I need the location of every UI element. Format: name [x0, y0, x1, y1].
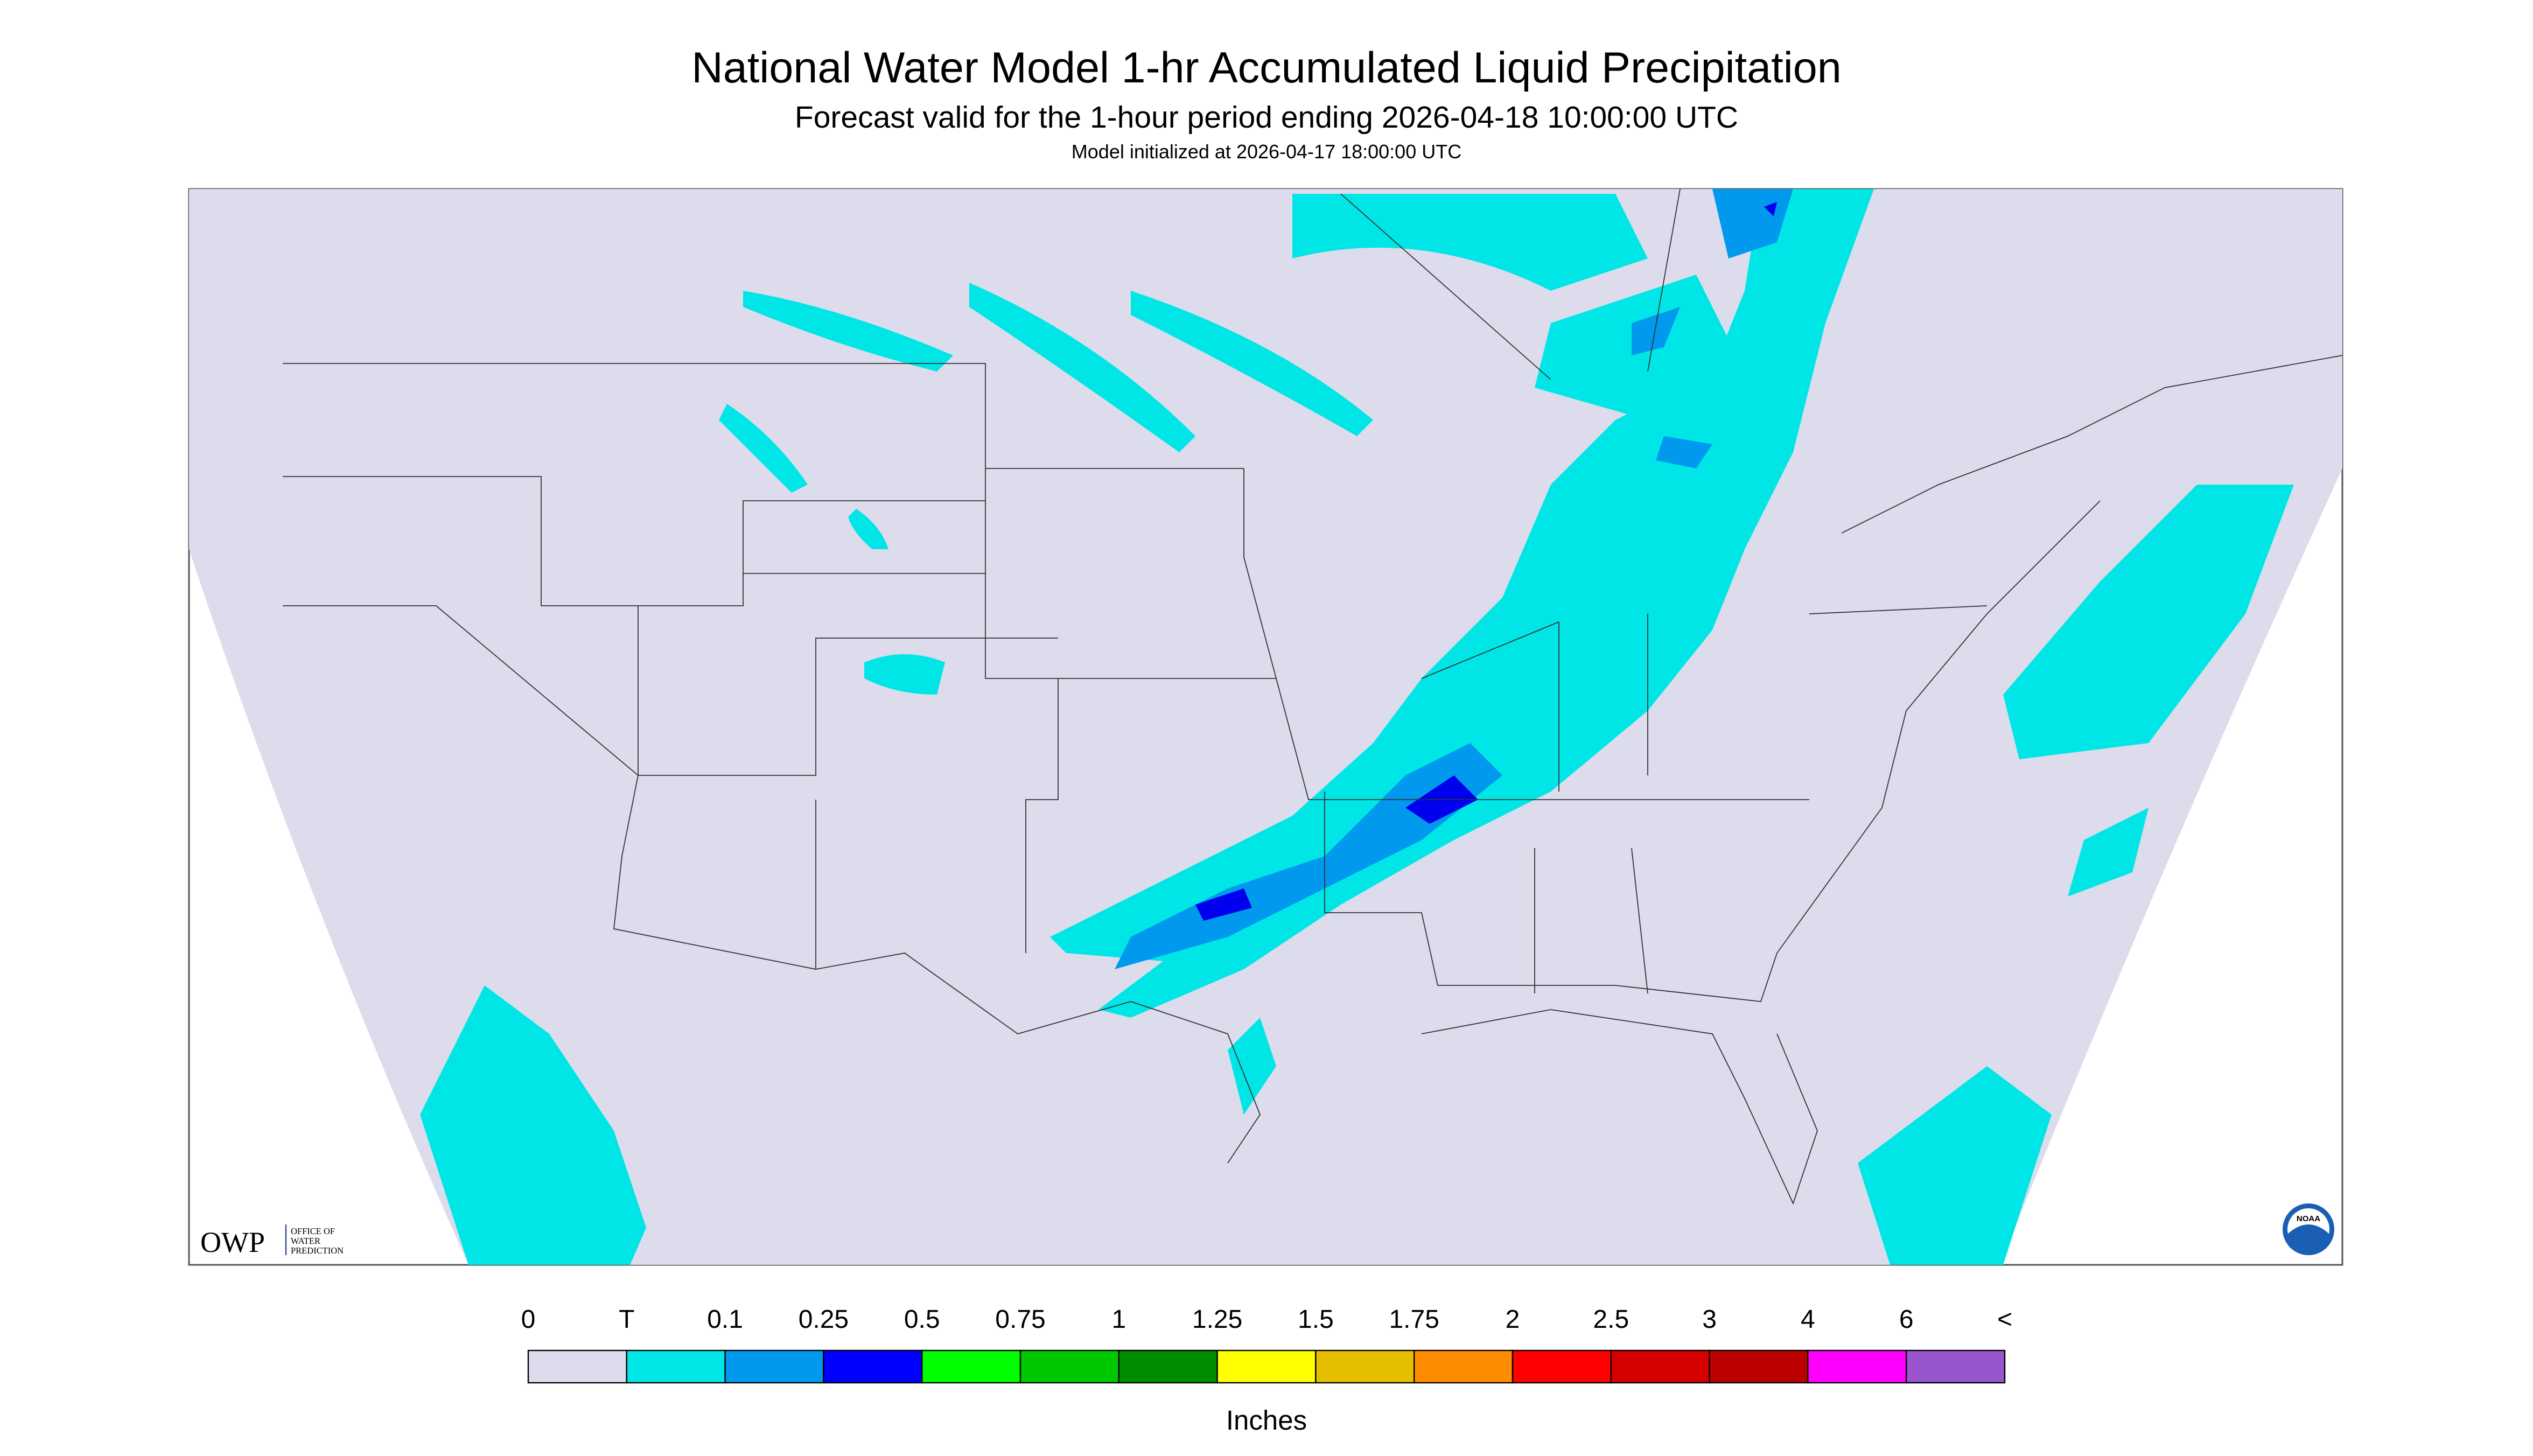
owp-logo: OWP OFFICE OF WATER PREDICTION: [200, 1224, 344, 1258]
legend-swatch: [1315, 1349, 1415, 1384]
legend-swatch: [527, 1349, 628, 1384]
legend-label: 0.1: [707, 1305, 743, 1334]
boundaries: [283, 188, 2343, 1205]
legend-swatch: [921, 1349, 1021, 1384]
legend-label: 1.25: [1192, 1305, 1242, 1334]
legend-swatch: [1709, 1349, 1809, 1384]
owp-logo-line: OFFICE OF: [291, 1226, 335, 1236]
legend-swatch: [1512, 1349, 1612, 1384]
map: OWP OFFICE OF WATER PREDICTION NOAA: [188, 188, 2343, 1266]
legend-label: 1.5: [1298, 1305, 1334, 1334]
legend-label: 0: [521, 1305, 536, 1334]
legend-swatch: [1414, 1349, 1514, 1384]
noaa-logo: NOAA: [2283, 1203, 2334, 1256]
legend-label: 1: [1111, 1305, 1126, 1334]
title: National Water Model 1-hr Accumulated Li…: [691, 44, 1842, 92]
legend-swatch: [1807, 1349, 1907, 1384]
legend-unit: Inches: [1226, 1405, 1307, 1436]
legend-swatch: [1216, 1349, 1317, 1384]
legend: 0 T 0.1 0.25 0.5 0.75 1 1.25 1.5 1.75 2 2.5 3 4 6 <: [521, 1305, 2012, 1384]
legend-label: 3: [1702, 1305, 1717, 1334]
owp-logo-text: OWP: [200, 1226, 265, 1258]
owp-logo-line: PREDICTION: [291, 1245, 344, 1256]
legend-label: 2.5: [1593, 1305, 1629, 1334]
domain: [189, 189, 2342, 1265]
legend-swatch: [1610, 1349, 1710, 1384]
legend-swatch: [724, 1349, 824, 1384]
owp-logo-line: WATER: [291, 1236, 320, 1246]
legend-swatch: [1019, 1349, 1120, 1384]
legend-label: 0.75: [995, 1305, 1045, 1334]
legend-label: 0.5: [904, 1305, 940, 1334]
legend-swatch: [626, 1349, 726, 1384]
legend-label: T: [619, 1305, 634, 1334]
legend-label: 6: [1899, 1305, 1914, 1334]
precip-light: [420, 189, 2294, 1265]
init-note: Model initialized at 2026-04-17 18:00:00…: [1072, 141, 1461, 163]
legend-swatch: [1905, 1349, 2006, 1384]
legend-swatch: [823, 1349, 923, 1384]
legend-label: 1.75: [1389, 1305, 1439, 1334]
noaa-logo-text: NOAA: [2297, 1214, 2320, 1223]
legend-label: 2: [1506, 1305, 1520, 1334]
legend-label: <: [1997, 1305, 2012, 1334]
legend-label: 4: [1801, 1305, 1815, 1334]
legend-swatch: [1118, 1349, 1218, 1384]
subtitle: Forecast valid for the 1-hour period end…: [795, 100, 1738, 135]
legend-label: 0.25: [799, 1305, 849, 1334]
